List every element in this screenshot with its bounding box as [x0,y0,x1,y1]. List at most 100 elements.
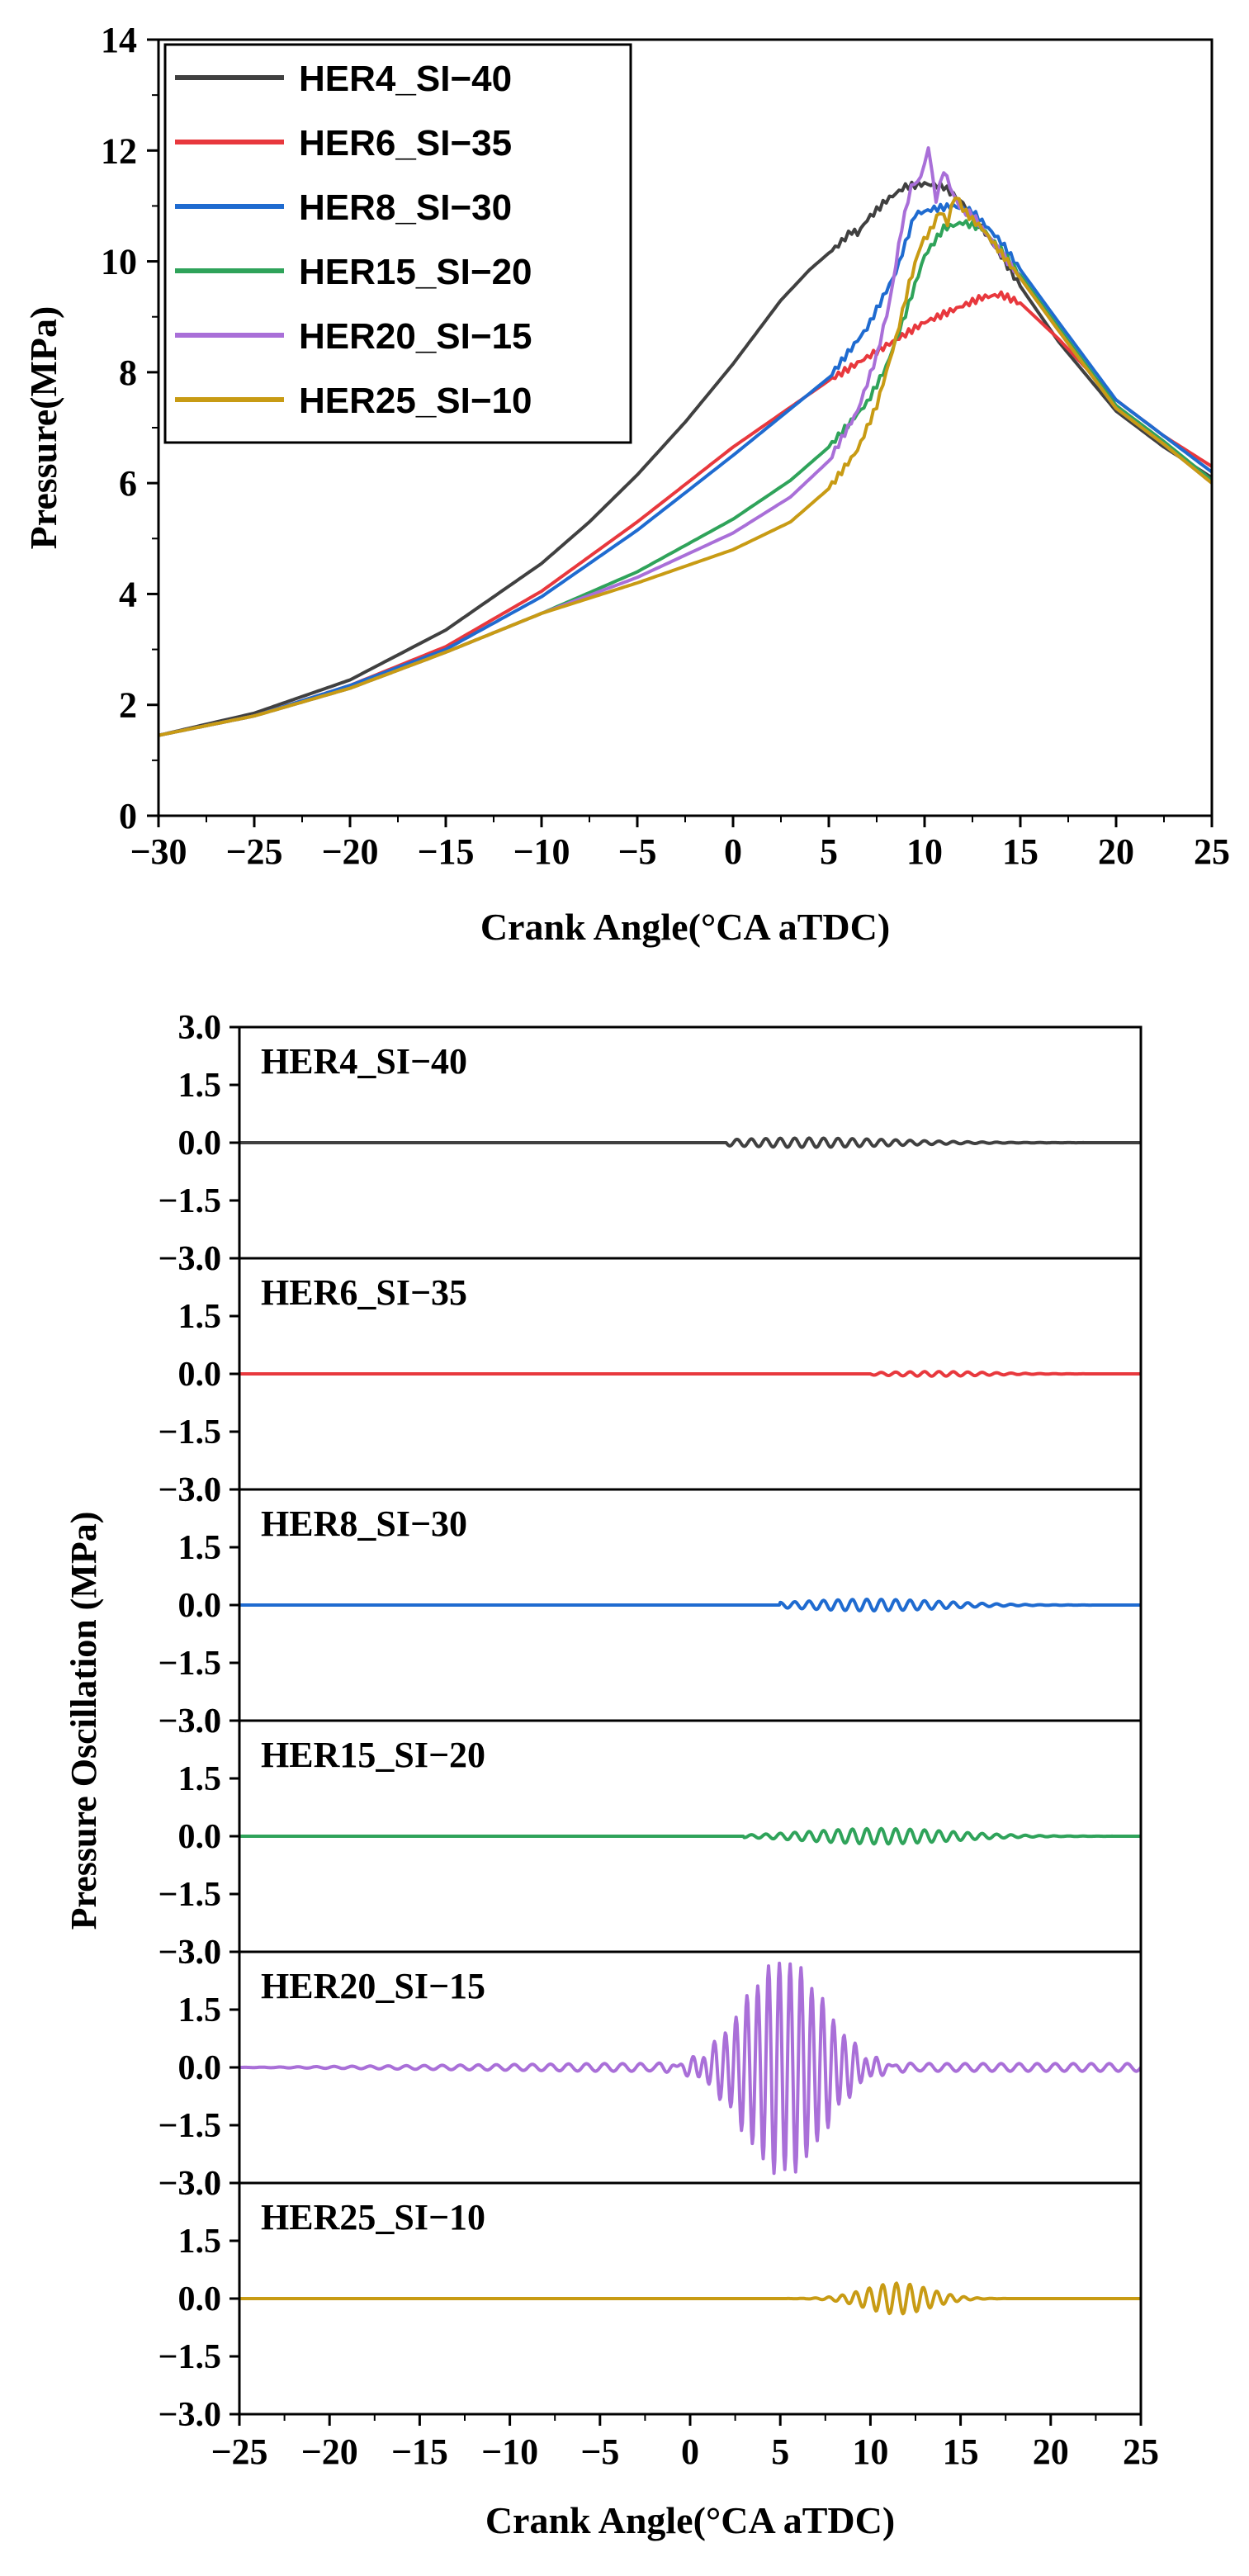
oscillation-x-tick-label: 0 [681,2432,699,2472]
oscillation-panel-label: HER20_SI−15 [261,1966,485,2006]
pressure-series-line-1 [158,180,1214,737]
pressure-x-ticks: −30 −25 −20 −15 −10 −5 0 5 10 15 20 25 [130,816,1230,872]
pressure-legend-label: HER8_SI−30 [299,187,512,228]
oscillation-y-tick-label: 1.5 [178,1067,222,1105]
pressure-y-tick-label: 6 [119,463,137,504]
oscillation-x-tick-label: 10 [852,2432,888,2472]
oscillation-y-tick-label: −1.5 [158,2107,221,2145]
oscillation-y-tick-label: 0.0 [178,2049,222,2087]
oscillation-panel-5: −3.0 −1.5 0.0 1.5 3.0 HER20_SI−15 [158,1934,1143,2203]
oscillation-y-tick-label: −3.0 [158,1471,221,1509]
pressure-x-tick-label: −15 [417,831,474,872]
oscillation-x-tick-label: −25 [211,2432,267,2472]
oscillation-y-tick-label: 3.0 [178,1702,222,1740]
oscillation-y-tick-label: −1.5 [158,1876,221,1914]
pressure-legend-label: HER15_SI−20 [299,252,532,292]
oscillation-y-tick-label: 3.0 [178,1240,222,1278]
oscillation-chart: −3.0 −1.5 0.0 1.5 3.0 HER4_SI−40 −3.0 −1.5 0.0 1.… [64,1009,1159,2541]
pressure-x-tick-label: −20 [321,831,378,872]
oscillation-y-tick-label: 0.0 [178,1818,222,1856]
pressure-x-tick-label: 20 [1098,831,1134,872]
oscillation-y-tick-label: 0.0 [178,2280,222,2318]
pressure-x-tick-label: 5 [820,831,838,872]
oscillation-y-tick-label: −1.5 [158,2338,221,2376]
pressure-x-tick-label: 15 [1002,831,1038,872]
oscillation-x-tick-label: −20 [301,2432,358,2472]
oscillation-y-tick-label: 1.5 [178,1529,222,1567]
oscillation-y-tick-label: 0.0 [178,1125,222,1163]
oscillation-y-tick-label: 0.0 [178,1587,222,1625]
oscillation-panel-1: −3.0 −1.5 0.0 1.5 3.0 HER4_SI−40 [158,1009,1143,1278]
pressure-series-line-6 [158,197,1214,737]
oscillation-y-tick-label: −3.0 [158,2396,221,2434]
oscillation-trace [239,2281,1142,2316]
oscillation-y-tick-label: −3.0 [158,2165,221,2203]
pressure-legend: HER4_SI−40 HER6_SI−35 HER8_SI−30 HER15_SI−2… [163,43,632,444]
pressure-x-tick-label: −10 [513,831,570,872]
pressure-y-ticks: 0 2 4 6 8 10 12 14 [101,20,158,836]
oscillation-panel-label: HER6_SI−35 [261,1272,467,1313]
oscillation-panels: −3.0 −1.5 0.0 1.5 3.0 HER4_SI−40 −3.0 −1.5 0.0 1.… [158,1009,1143,2434]
oscillation-y-tick-label: 1.5 [178,1760,222,1798]
oscillation-y-tick-label: 3.0 [178,1471,222,1509]
pressure-x-tick-label: −5 [617,831,656,872]
oscillation-trace [239,1598,1142,1612]
oscillation-y-tick-label: −1.5 [158,1413,221,1451]
oscillation-x-tick-label: −5 [580,2432,619,2472]
oscillation-y-tick-label: −1.5 [158,1645,221,1683]
pressure-legend-label: HER4_SI−40 [299,59,512,99]
pressure-x-tick-label: −30 [130,831,187,872]
pressure-y-tick-label: 2 [119,685,137,726]
oscillation-panel-label: HER4_SI−40 [261,1041,467,1082]
oscillation-trace [239,1961,1143,2176]
oscillation-panel-label: HER15_SI−20 [261,1735,485,1775]
pressure-y-axis-title: Pressure(MPa) [22,306,64,550]
oscillation-panel-label: HER25_SI−10 [261,2197,485,2237]
pressure-y-tick-label: 4 [119,574,137,614]
oscillation-y-tick-label: 3.0 [178,1934,222,1972]
pressure-x-tick-label: 25 [1194,831,1230,872]
oscillation-y-axis-title: Pressure Oscillation (MPa) [64,1512,104,1930]
oscillation-panel-2: −3.0 −1.5 0.0 1.5 3.0 HER6_SI−35 [158,1240,1143,1509]
pressure-y-tick-label: 8 [119,353,137,393]
oscillation-x-tick-label: 15 [943,2432,979,2472]
oscillation-y-tick-label: 3.0 [178,2165,222,2203]
pressure-chart: −30 −25 −20 −15 −10 −5 0 5 10 15 20 25 02468101214 … [22,20,1230,948]
oscillation-trace [239,1826,1142,1846]
pressure-y-tick-label: 14 [101,20,137,60]
oscillation-y-tick-label: −1.5 [158,1182,221,1220]
oscillation-y-tick-label: −3.0 [158,1934,221,1972]
oscillation-y-tick-label: 1.5 [178,1298,222,1336]
oscillation-y-tick-label: 0.0 [178,1356,222,1394]
pressure-x-tick-label: 10 [906,831,943,872]
oscillation-y-tick-label: −3.0 [158,1702,221,1740]
pressure-y-tick-label: 12 [101,130,137,171]
oscillation-y-tick-label: 1.5 [178,2223,222,2261]
oscillation-panel-6: −3.0 −1.5 0.0 1.5 3.0 HER25_SI−10 [158,2165,1143,2434]
oscillation-x-tick-label: −15 [391,2432,448,2472]
oscillation-y-tick-label: 3.0 [178,1009,222,1047]
pressure-series-line-3 [158,202,1214,737]
pressure-legend-label: HER20_SI−15 [299,316,532,357]
oscillation-x-tick-label: 5 [771,2432,789,2472]
pressure-series-group [158,146,1214,737]
pressure-legend-label: HER6_SI−35 [299,123,512,163]
oscillation-trace [239,1370,1142,1378]
oscillation-x-ticks: −25 −20 −15 −10 −5 0 5 10 15 20 25 [211,2414,1159,2472]
oscillation-panel-4: −3.0 −1.5 0.0 1.5 3.0 HER15_SI−20 [158,1702,1143,1972]
oscillation-y-tick-label: −3.0 [158,1240,221,1278]
pressure-x-tick-label: 0 [724,831,742,872]
oscillation-panel-label: HER8_SI−30 [261,1503,467,1544]
oscillation-panel-3: −3.0 −1.5 0.0 1.5 3.0 HER8_SI−30 [158,1471,1143,1740]
oscillation-x-tick-label: −10 [481,2432,538,2472]
pressure-legend-label: HER25_SI−10 [299,381,532,421]
oscillation-y-tick-label: 1.5 [178,1991,222,2029]
pressure-legend-box [163,43,632,444]
pressure-x-axis-title: Crank Angle(°CA aTDC) [480,906,890,948]
pressure-y-tick-label: 10 [101,242,137,282]
oscillation-x-axis-title: Crank Angle(°CA aTDC) [485,2499,895,2541]
pressure-x-tick-label: −25 [225,831,282,872]
oscillation-x-tick-label: 20 [1033,2432,1069,2472]
pressure-y-tick-label: 0 [119,796,137,836]
